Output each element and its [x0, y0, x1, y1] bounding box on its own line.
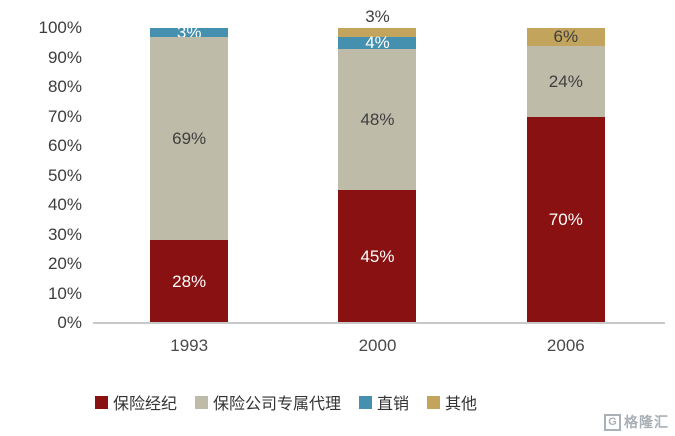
- y-axis-label: 30%: [47, 224, 82, 244]
- legend-item: 保险经纪: [95, 390, 177, 414]
- bar-segment: 48%: [338, 48, 417, 191]
- legend-label: 保险公司专属代理: [213, 396, 342, 413]
- legend: 保险经纪 保险公司专属代理 直销 其他: [95, 390, 477, 414]
- y-axis-label: 90%: [47, 47, 82, 67]
- bar-column: 3% 69% 28%: [95, 24, 283, 323]
- legend-label: 保险经纪: [113, 396, 178, 413]
- x-axis-line: [93, 322, 665, 324]
- bar-segment: 45%: [338, 190, 417, 323]
- y-axis-label: 60%: [47, 136, 82, 155]
- gelonghui-logo-icon: G: [604, 413, 621, 431]
- bar-stack-1993: 3% 69% 28%: [150, 24, 229, 323]
- y-axis-label: 10%: [47, 283, 82, 303]
- legend-item: 直销: [359, 390, 409, 414]
- segment-value-label: 3%: [365, 7, 390, 26]
- y-axis-label: 20%: [47, 254, 82, 273]
- watermark: G 格隆汇: [604, 412, 669, 432]
- y-axis: 0% 10% 20% 30% 40% 50% 60% 70% 80% 90% 100%: [0, 18, 88, 332]
- bar-stack-2000: 3% 4% 48% 45%: [338, 8, 417, 323]
- x-axis: 1993 2000 2006: [95, 336, 660, 356]
- x-axis-label: 2000: [358, 336, 397, 355]
- bar-segment: 6%: [526, 27, 605, 47]
- y-axis-label: 40%: [47, 195, 82, 214]
- bar-stack-2006: 6% 24% 70%: [526, 27, 605, 323]
- segment-value-label: 69%: [172, 129, 207, 149]
- plot-area: 3% 69% 28% 3% 4% 48% 45% 6% 24% 70%: [95, 8, 660, 323]
- segment-value-label: 3%: [176, 22, 202, 42]
- segment-value-label: 4%: [365, 33, 390, 53]
- bar-column: 3% 4% 48% 45%: [283, 8, 471, 323]
- legend-item: 其他: [427, 390, 477, 414]
- segment-value-label: 24%: [548, 71, 583, 91]
- legend-swatch-icon: [95, 395, 108, 409]
- y-axis-label: 100%: [38, 18, 82, 37]
- bar-segment: 24%: [526, 45, 605, 117]
- y-axis-label: 50%: [47, 165, 82, 185]
- x-axis-label: 2006: [546, 336, 585, 355]
- segment-value-label: 45%: [360, 247, 395, 267]
- x-axis-label: 1993: [170, 336, 209, 355]
- bar-segment: 28%: [150, 240, 229, 323]
- segment-value-label: 48%: [360, 109, 395, 129]
- segment-value-label: 28%: [172, 272, 207, 292]
- segment-value-label: 6%: [553, 27, 579, 47]
- y-axis-label: 80%: [47, 77, 82, 96]
- legend-swatch-icon: [195, 395, 209, 409]
- watermark-text: 格隆汇: [624, 414, 669, 430]
- y-axis-label: 0%: [57, 313, 82, 332]
- bar-segment: 3%: [150, 24, 229, 41]
- legend-swatch-icon: [427, 395, 441, 409]
- segment-value-label: 70%: [548, 210, 583, 230]
- bar-segment: 4%: [338, 33, 417, 53]
- bar-segment: [338, 28, 417, 37]
- bar-segment: 69%: [150, 36, 229, 241]
- bar-segment: 70%: [526, 116, 605, 323]
- legend-label: 直销: [377, 396, 410, 413]
- bar-column: 6% 24% 70%: [472, 28, 660, 323]
- legend-label: 其他: [445, 396, 478, 413]
- legend-item: 保险公司专属代理: [195, 390, 341, 414]
- y-axis-label: 70%: [47, 106, 82, 126]
- legend-swatch-icon: [359, 395, 373, 409]
